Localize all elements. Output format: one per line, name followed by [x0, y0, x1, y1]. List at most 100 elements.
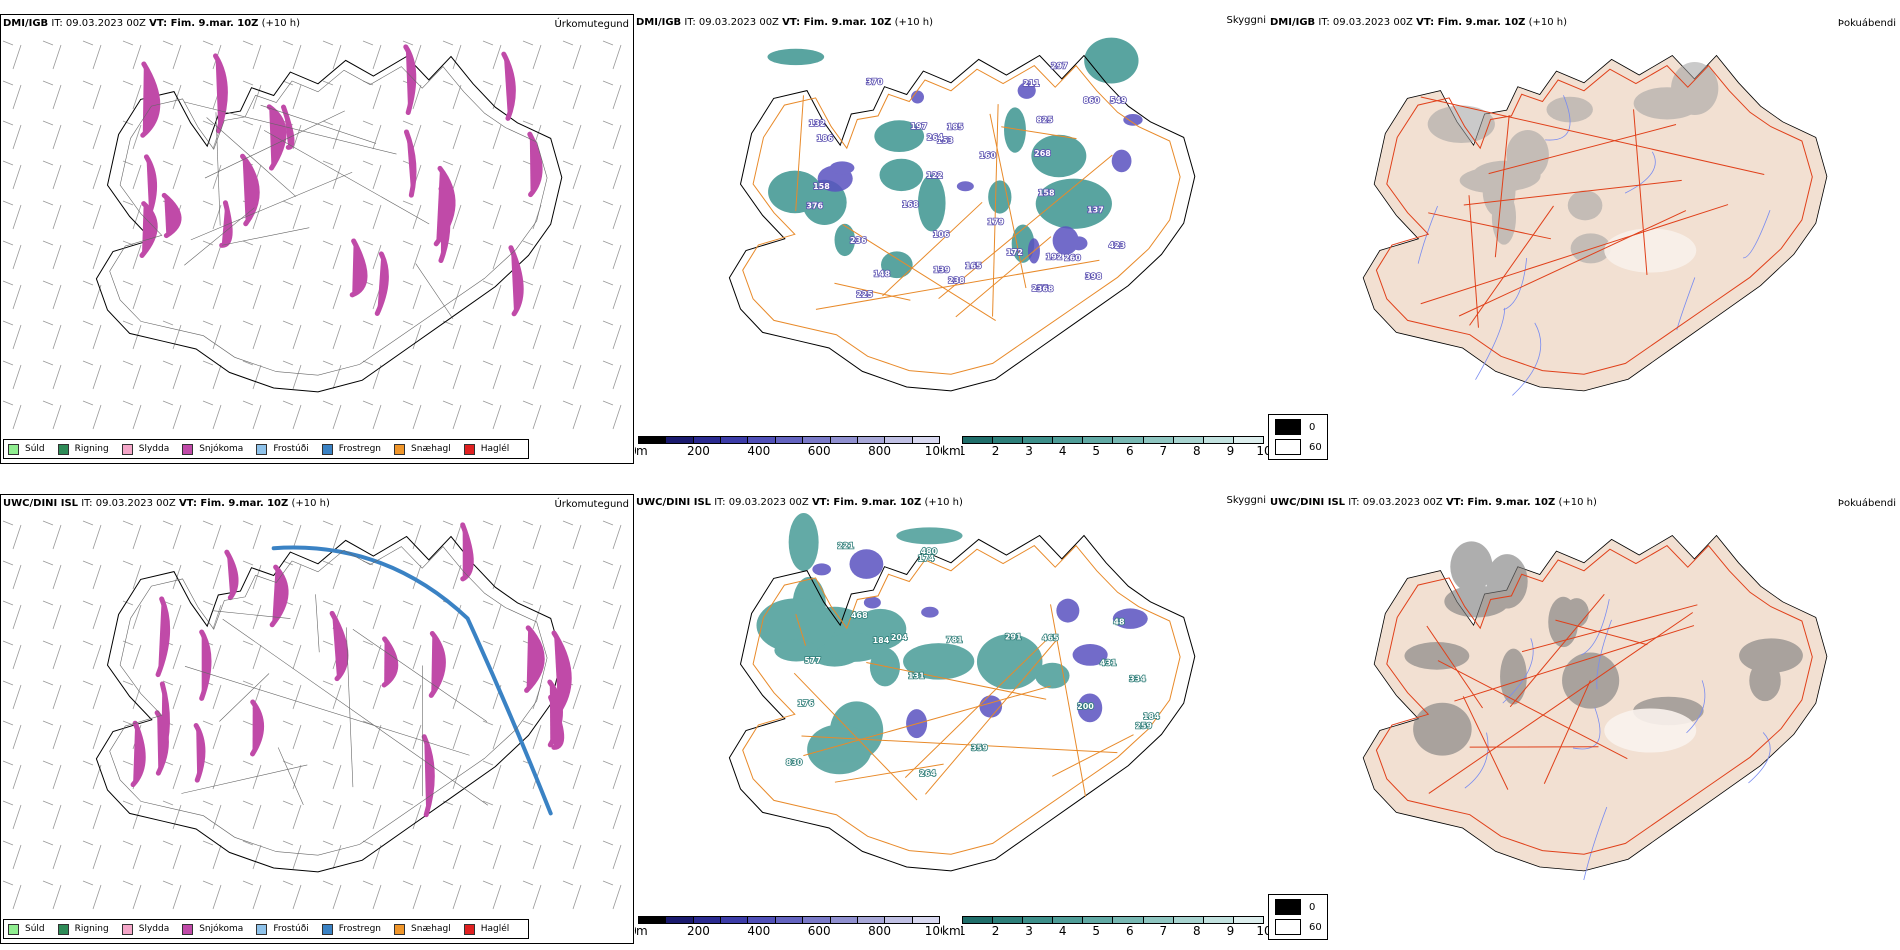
snow-band	[403, 44, 417, 116]
colorbar-tick: 9	[1226, 444, 1235, 458]
wind-barb	[282, 240, 302, 270]
wind-barb	[2, 280, 22, 310]
wind-barb	[522, 360, 542, 390]
ceiling-value-label: 291	[1005, 633, 1022, 642]
ceiling-area	[1077, 693, 1103, 723]
wind-barb	[2, 560, 22, 590]
river	[1743, 210, 1771, 259]
wind-barb	[2, 360, 22, 390]
visibility-unit: km	[942, 924, 961, 938]
snow-band	[140, 61, 161, 138]
precip-legend-item: Slydda	[121, 923, 169, 935]
colorbar-tick: 4	[1058, 924, 1067, 938]
colorbar-tick: 7	[1159, 444, 1168, 458]
road	[1633, 109, 1648, 276]
colorbar-step	[1113, 917, 1144, 923]
road	[815, 259, 1100, 310]
wind-barb	[82, 240, 102, 270]
river	[1475, 307, 1506, 380]
fog-area	[1486, 554, 1528, 609]
colorbar-tick: 2	[991, 444, 1000, 458]
ceiling-value-label: 398	[1085, 272, 1102, 281]
wind-barb	[242, 840, 262, 870]
wind-barb	[522, 280, 542, 310]
road	[803, 685, 1051, 757]
ceiling-value-label: 860	[1083, 96, 1100, 105]
road	[795, 95, 804, 212]
colorbar-step	[775, 917, 804, 923]
ceiling-value-label: 197	[911, 122, 928, 131]
wind-barb	[602, 80, 622, 110]
road	[215, 112, 221, 226]
colorbar-step	[748, 437, 776, 443]
legend-label: Snæhagl	[411, 444, 451, 454]
visibility-colorbar-swatches	[962, 436, 1264, 444]
ceiling-unit: m	[636, 924, 648, 938]
wind-barb	[322, 880, 342, 910]
wind-barb	[522, 840, 542, 870]
wind-barb	[82, 120, 102, 150]
panel-header: DMI/IGB IT: 09.03.2023 00Z VT: Fim. 9.ma…	[3, 18, 301, 29]
ceiling-value-label: 185	[947, 122, 964, 131]
wind-barb	[562, 160, 582, 190]
snow-band	[213, 53, 228, 134]
wind-barb	[202, 880, 222, 910]
visibility-colorbar-ticks: 1 2 3 4 5 6 7 8 9 10	[958, 924, 1271, 938]
colorbar-step	[830, 437, 858, 443]
colorbar-tick: 600	[807, 444, 831, 458]
wind-barb	[362, 360, 382, 390]
panel-title: Þokuábendi	[1837, 498, 1896, 509]
ceiling-unit: m	[636, 444, 648, 458]
ceiling-value-label: 137	[1087, 206, 1104, 215]
roads	[1375, 544, 1813, 855]
wind-barb	[602, 520, 622, 550]
road	[315, 594, 320, 653]
legend-label: Haglél	[480, 924, 510, 934]
wind-barb	[82, 840, 102, 870]
colorbar-step	[666, 437, 694, 443]
colorbar-step	[721, 917, 749, 923]
wind-barb	[282, 400, 302, 430]
wind-barb	[402, 720, 422, 750]
wind-barb	[522, 560, 542, 590]
road	[1428, 212, 1552, 240]
wind-barb	[42, 680, 62, 710]
wind-barb	[162, 760, 182, 790]
precip-legend: Súld Rigning Slydda Snjókoma Frostúði Frostre…	[3, 919, 530, 939]
road	[1555, 619, 1648, 646]
ceiling-area	[911, 90, 924, 104]
wind-barb	[482, 520, 502, 550]
wind-barb	[482, 840, 502, 870]
wind-barb	[562, 520, 582, 550]
wind-barb	[242, 760, 262, 790]
wind-barb	[322, 560, 342, 590]
wind-barb	[482, 880, 502, 910]
legend-swatch	[121, 443, 133, 455]
wind-barb	[42, 640, 62, 670]
ceiling-area	[1052, 226, 1079, 255]
ceiling-value-label: 153	[937, 136, 954, 145]
wind-barb	[2, 880, 22, 910]
wind-barb	[282, 800, 302, 830]
colorbar-tick: 400	[747, 444, 771, 458]
precip-legend-item: Snjókoma	[182, 443, 243, 455]
fog-area	[1500, 648, 1527, 705]
freezing-rain-areas	[271, 545, 553, 816]
visibility-unit: km	[942, 444, 961, 458]
ceiling-labels: 221 465 176 131 291 830 259 577 204 264 480 184 431 4…	[785, 541, 1161, 779]
colorbar-step	[912, 917, 939, 923]
ceiling-value-label: 131	[908, 672, 925, 681]
road	[842, 224, 996, 321]
colorbar-step	[666, 917, 694, 923]
precip-legend-item: Rigning	[57, 443, 109, 455]
colorbar-step	[830, 917, 858, 923]
precip-legend-item: Haglél	[463, 443, 509, 455]
snow-band	[199, 629, 212, 701]
wind-barb	[202, 400, 222, 430]
wind-barb	[602, 800, 622, 830]
wind-barb	[42, 800, 62, 830]
fog-map	[1362, 534, 1828, 881]
wind-barb	[442, 40, 462, 70]
ceiling-value-label: 48	[1113, 618, 1125, 627]
